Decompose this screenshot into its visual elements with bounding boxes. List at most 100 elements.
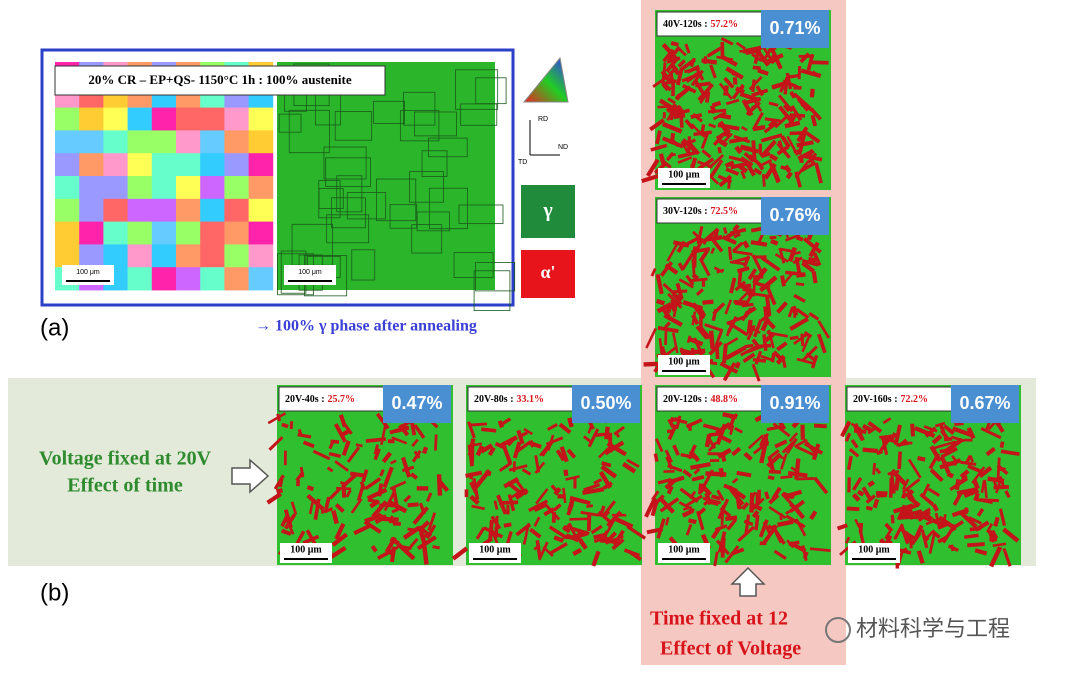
martensite-lath [770,238,779,246]
martensite-lath [998,475,1006,488]
martensite-lath [769,449,780,459]
martensite-lath [925,520,933,526]
axis-label: RD [538,116,548,123]
martensite-lath [675,85,692,101]
martensite-lath [737,525,755,543]
grain [79,130,104,154]
martensite-lath [907,458,922,479]
martensite-lath [644,497,657,518]
martensite-lath [750,240,768,247]
scale-label: 100 μm [858,544,890,555]
martensite-lath [882,417,892,425]
martensite-lath [623,548,641,558]
martensite-lath [582,487,605,496]
martensite-lath [785,270,805,277]
martensite-lath [487,446,496,457]
martensite-lath [710,247,716,255]
martensite-lath [861,423,872,432]
condition: 20V-80s : [474,394,514,405]
martensite-lath [364,513,381,524]
martensite-lath [533,544,541,551]
martensite-lath [266,492,283,505]
martensite-lath [878,434,893,439]
up-arrow [730,566,766,597]
martensite-lath [687,518,697,525]
martensite-lath [865,494,876,504]
martensite-lath [534,461,546,474]
martensite-lath [481,427,497,433]
martensite-lath [553,487,562,496]
martensite-lath [741,501,750,511]
martensite-lath [777,94,794,113]
grain [55,221,80,245]
column-label: Time fixed at 12 [650,608,788,630]
martensite-lath [795,282,805,287]
martensite-lath [391,506,401,514]
martensite-lath [666,56,681,64]
martensite-lath [559,446,569,463]
martensite-lath [515,522,532,537]
grain-boundary [473,270,511,311]
martensite-lath [796,357,815,365]
martensite-lath [972,479,980,490]
martensite-lath [790,466,800,474]
martensite-lath [748,75,763,91]
label-box [656,11,770,37]
martensite-lath [759,442,768,464]
martensite-lath [361,469,369,483]
martensite-lath [732,249,753,256]
martensite-lath [469,472,475,480]
martensite-lath [604,536,617,544]
martensite-lath [379,503,401,509]
grain [127,198,153,222]
grain [127,176,153,200]
martensite-lath [872,498,880,509]
martensite-lath [784,120,801,129]
martensite-lath [763,434,769,447]
martensite-lath [583,483,601,492]
grain-boundary [325,157,371,187]
martensite-lath [690,462,711,470]
martensite-lath [426,492,433,503]
martensite-lath [582,435,593,444]
martensite-lath [419,531,427,545]
martensite-lath [280,513,290,528]
martensite-lath [670,289,688,294]
condition-label: 20V-120s :48.8% [663,394,738,405]
fraction: 25.7% [328,394,356,405]
martensite-lath [710,236,724,253]
martensite-lath [796,445,816,457]
martensite-lath [670,41,679,47]
martensite-lath [753,319,763,338]
martensite-lath [329,487,342,500]
martensite-lath [696,225,704,245]
martensite-lath [943,424,955,435]
martensite-lath [810,114,818,127]
martensite-lath [755,85,765,97]
martensite-lath [698,507,707,515]
martensite-lath [712,302,726,316]
martensite-lath [657,105,671,109]
grain [127,153,153,177]
martensite-lath [413,423,426,439]
martensite-lath [768,119,777,128]
martensite-lath [542,545,554,558]
martensite-lath [691,314,700,325]
martensite-lath [905,487,919,508]
martensite-lath [992,478,998,490]
martensite-lath [373,444,380,455]
grain-boundary [414,111,457,137]
martensite-lath [720,37,734,46]
value-label: 0.47% [391,393,442,413]
martensite-lath [709,64,717,79]
martensite-lath [651,490,660,501]
martensite-lath [320,507,325,514]
martensite-lath [946,471,955,479]
martensite-lath [681,508,694,518]
martensite-lath [941,523,957,544]
martensite-lath [780,492,798,510]
martensite-lath [741,310,749,322]
martensite-lath [534,455,541,473]
martensite-lath [563,469,569,477]
value-box [761,10,829,48]
